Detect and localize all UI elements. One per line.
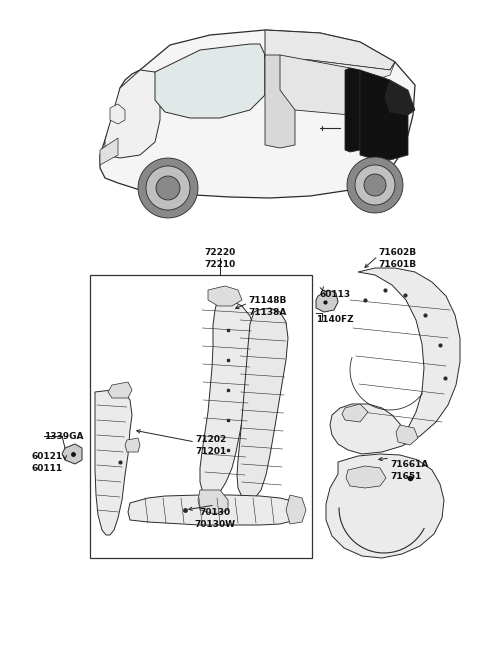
Polygon shape [146, 166, 190, 210]
Polygon shape [138, 158, 198, 218]
Polygon shape [156, 176, 180, 200]
Polygon shape [346, 466, 386, 488]
Text: 60113: 60113 [320, 290, 351, 299]
Polygon shape [396, 425, 418, 445]
Polygon shape [385, 80, 415, 115]
Text: 71651: 71651 [390, 472, 421, 481]
Polygon shape [280, 55, 385, 115]
Polygon shape [62, 444, 82, 464]
Polygon shape [330, 268, 460, 454]
Polygon shape [316, 290, 338, 312]
Polygon shape [108, 382, 132, 398]
Polygon shape [155, 44, 265, 118]
Text: 1339GA: 1339GA [44, 432, 84, 441]
Polygon shape [345, 68, 360, 152]
Text: 1140FZ: 1140FZ [316, 315, 354, 324]
Polygon shape [95, 390, 132, 535]
Text: 70130W: 70130W [194, 520, 236, 529]
Text: 71602B: 71602B [378, 248, 416, 257]
Text: 60111: 60111 [32, 464, 63, 473]
Text: 71148B: 71148B [248, 296, 287, 305]
Polygon shape [265, 30, 395, 70]
Polygon shape [100, 30, 415, 198]
Polygon shape [208, 286, 242, 306]
Polygon shape [355, 165, 395, 205]
Polygon shape [326, 454, 444, 558]
Polygon shape [342, 404, 368, 422]
Polygon shape [360, 70, 408, 160]
Polygon shape [105, 70, 160, 158]
Bar [90, 275, 312, 558]
Polygon shape [200, 298, 255, 498]
Polygon shape [198, 490, 228, 514]
Polygon shape [100, 138, 118, 165]
Text: 60121: 60121 [32, 452, 63, 461]
Text: 71138A: 71138A [248, 308, 287, 317]
Polygon shape [237, 308, 288, 500]
Polygon shape [125, 438, 140, 452]
Text: 71202: 71202 [195, 435, 226, 444]
Text: 71201: 71201 [195, 447, 226, 456]
Polygon shape [364, 174, 386, 196]
Polygon shape [286, 495, 306, 524]
Text: 71661A: 71661A [390, 460, 428, 469]
Polygon shape [265, 55, 395, 95]
Polygon shape [110, 104, 125, 124]
Text: 70130: 70130 [199, 508, 230, 517]
Polygon shape [265, 55, 295, 148]
Polygon shape [347, 157, 403, 213]
Text: 71601B: 71601B [378, 260, 416, 269]
Text: 72210: 72210 [204, 260, 236, 269]
Polygon shape [128, 495, 298, 525]
Text: 72220: 72220 [204, 248, 236, 257]
